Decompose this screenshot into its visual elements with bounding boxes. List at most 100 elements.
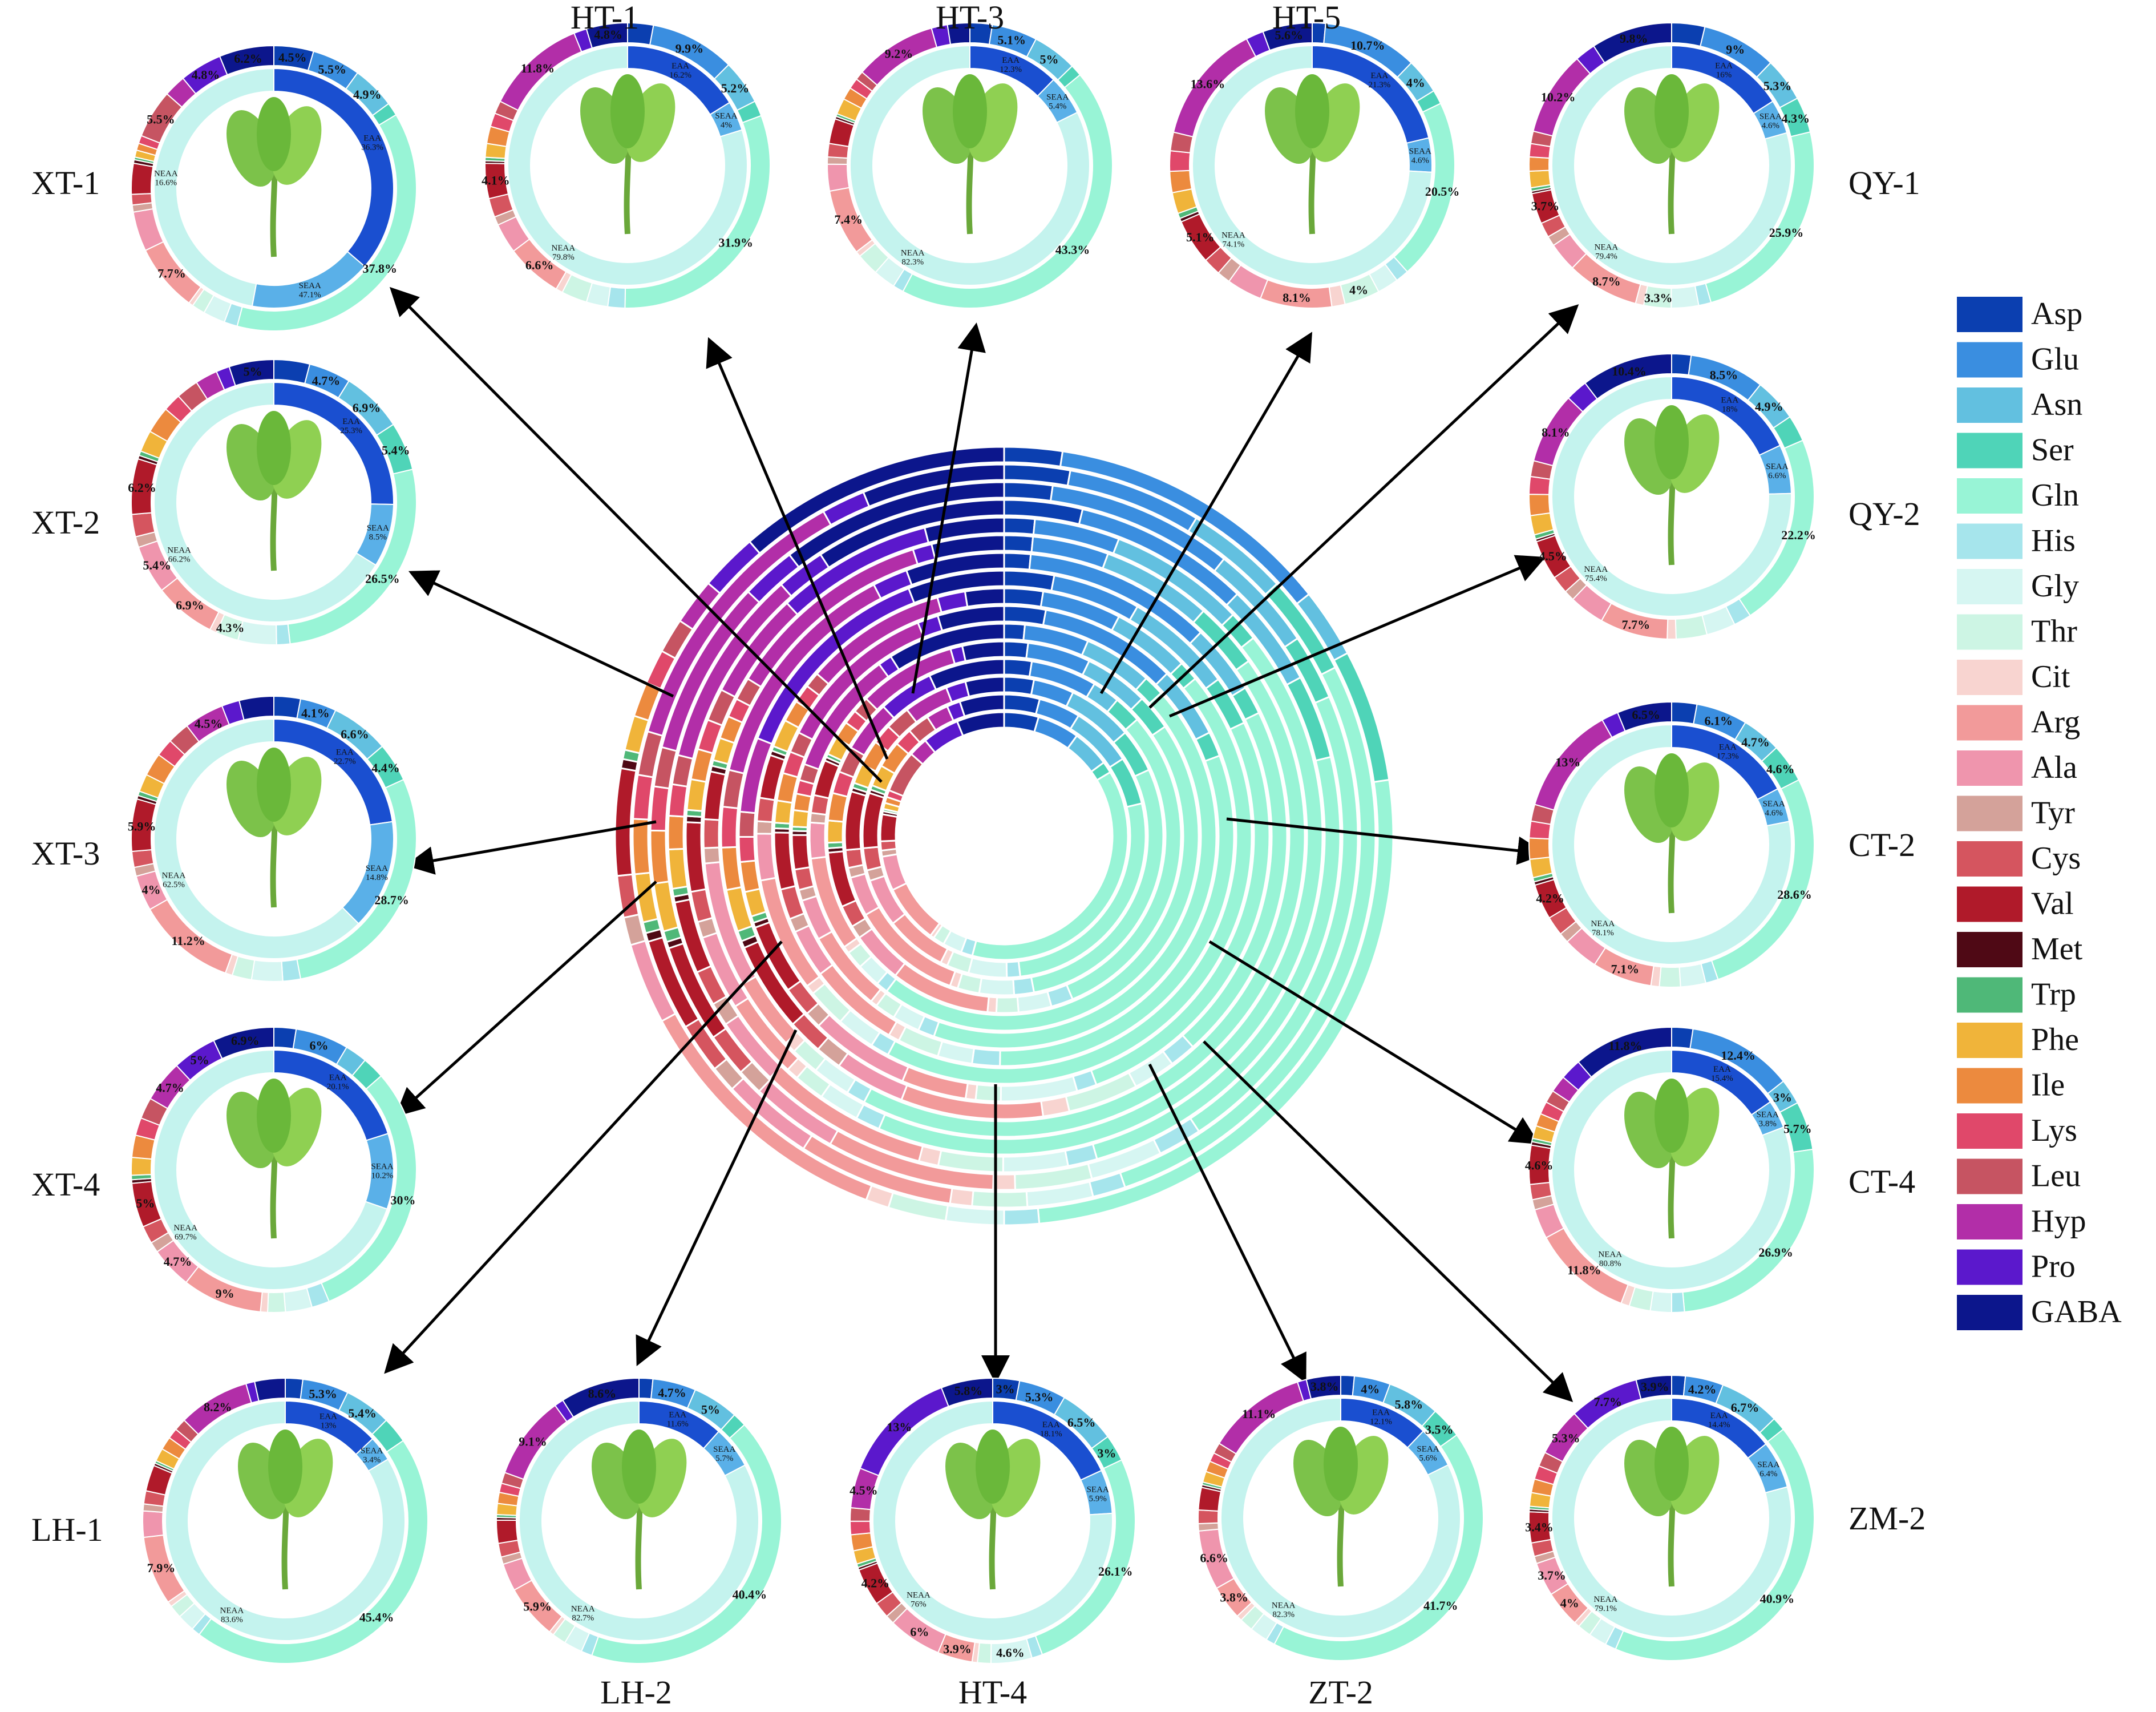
inner-segment-neaa	[1220, 1397, 1461, 1638]
inner-category-label: EAA 14.4%	[1708, 1411, 1730, 1430]
outer-percent-label: 3.9%	[1641, 1379, 1669, 1394]
center-ring-segment-qy-1-gaba	[819, 499, 1005, 569]
sample-name-label: CT-4	[1848, 1163, 1915, 1200]
legend-label-cys: Cys	[2031, 841, 2081, 876]
center-ring-segment-lh-2-phe	[791, 809, 810, 829]
center-ring-segment-ht-3-ala	[755, 833, 777, 882]
outer-percent-label: 5%	[136, 1196, 155, 1210]
legend: Asp Glu Asn Ser Gln His Gly Thr Cit Arg Ala Tyr Cys V…	[1957, 296, 2122, 1330]
legend-swatch-val	[1957, 886, 2022, 922]
outer-percent-label: 5%	[191, 1053, 209, 1067]
outer-percent-label: 43.3%	[1055, 243, 1090, 257]
inner-segment-neaa	[850, 45, 1090, 286]
center-ring-segment-ht-3-tyr	[755, 820, 774, 835]
outer-percent-label: 4.3%	[216, 621, 245, 635]
arrow-to-lh-1	[384, 940, 783, 1374]
center-ring-segment-lh-1-asp	[1003, 640, 1029, 660]
outer-percent-label: 6.6%	[341, 727, 369, 741]
center-ring-segment-ct-2-gaba	[862, 463, 1005, 508]
center-ring-segment-xt-2-asp	[1003, 693, 1041, 715]
inner-category-label: EAA 36.3%	[361, 134, 383, 152]
inner-category-label: NEAA 75.4%	[1584, 565, 1608, 583]
sample-name-label: ZT-2	[1308, 1674, 1373, 1711]
center-ring-segment-xt-3-asp	[1003, 676, 1035, 696]
center-ring-segment-xt-2-his	[1005, 960, 1022, 979]
inner-segment-neaa	[1551, 1397, 1792, 1638]
inner-category-label: EAA 18.1%	[1040, 1420, 1062, 1439]
legend-label-trp: Trp	[2031, 977, 2076, 1012]
sample-name-label: LH-2	[600, 1674, 672, 1711]
center-ring-segment-ht-5-lys	[720, 805, 739, 849]
arrow-to-ct-2	[1226, 817, 1546, 865]
outer-percent-label: 4.6%	[1766, 762, 1795, 776]
inner-category-label: SEAA 4.6%	[1759, 112, 1782, 130]
outer-percent-label: 9%	[216, 1286, 234, 1301]
outer-percent-label: 3.7%	[1531, 199, 1560, 213]
center-ring-segment-qy-2-lys	[649, 785, 670, 832]
inner-category-label: SEAA 5.6%	[1417, 1444, 1439, 1463]
arrow-to-lh-2	[636, 1029, 798, 1367]
outer-percent-label: 4.6%	[996, 1645, 1025, 1659]
center-ring-segment-qy-2-ile	[649, 829, 670, 885]
center-ring-segment-ct-4-asp	[1003, 446, 1064, 468]
arrow-to-ct-4	[1208, 940, 1540, 1145]
plant-image	[945, 1430, 1041, 1590]
outer-percent-label: 30%	[391, 1193, 416, 1207]
legend-swatch-gln	[1957, 478, 2022, 514]
outer-percent-label: 5.8%	[954, 1383, 983, 1398]
donut-zt-2: 4% 5.8%3.5% 41.7% 3.8% 6.6% 11.1% 3.8% EAA 12.1%…	[1198, 1374, 1484, 1711]
inner-segment-neaa	[153, 718, 359, 959]
outer-percent-label: 4.7%	[156, 1080, 184, 1095]
outer-percent-label: 4.2%	[1688, 1382, 1717, 1396]
outer-segment-gly	[250, 959, 284, 982]
center-ring-segment-ht-3-gaba	[964, 587, 1005, 608]
outer-segment-ile	[1528, 494, 1551, 516]
donut-ht-5: 10.7% 4% 20.5% 4% 8.1% 5.1% 13.6% 5.6% EAA 21.3% S…	[1169, 0, 1459, 309]
donut-ct-4: 12.4% 3% 5.7% 26.9% 11.8% 4.6% 11.8% EAA 15.4% SE…	[1525, 1026, 1915, 1314]
outer-percent-label: 4.5%	[278, 50, 307, 64]
legend-swatch-trp	[1957, 977, 2022, 1013]
outer-segment-asp	[273, 358, 311, 385]
outer-segment-gly	[1678, 963, 1707, 988]
outer-percent-label: 7.1%	[1611, 962, 1640, 976]
center-ring-segment-xt-1-cys	[879, 839, 897, 852]
outer-percent-label: 5%	[1040, 53, 1059, 67]
sample-name-label: HT-1	[571, 0, 639, 36]
outer-segment-asp	[1671, 22, 1706, 47]
arrow-to-zm-2	[1203, 1040, 1573, 1402]
outer-segment-thr	[1659, 966, 1681, 988]
outer-segment-asp	[1671, 1026, 1694, 1049]
outer-segment-asp	[1671, 353, 1692, 376]
outer-percent-label: 9%	[1726, 42, 1745, 56]
outer-segment-asp	[273, 695, 302, 720]
outer-percent-label: 4.9%	[1755, 399, 1783, 414]
outer-segment-phe	[131, 1156, 152, 1176]
outer-percent-label: 5.3%	[1552, 1431, 1580, 1445]
outer-percent-label: 6.5%	[1632, 708, 1660, 722]
outer-percent-label: 8.6%	[588, 1387, 617, 1401]
outer-segment-gaba	[238, 695, 274, 721]
legend-swatch-asp	[1957, 297, 2022, 332]
legend-swatch-thr	[1957, 614, 2022, 650]
outer-percent-label: 6.2%	[128, 481, 156, 495]
outer-percent-label: 11.2%	[172, 934, 205, 948]
center-ring-segment-qy-1-lys	[668, 783, 689, 818]
outer-percent-label: 3.9%	[943, 1642, 972, 1656]
plant-image	[1624, 753, 1720, 914]
outer-segment-gaba	[253, 1377, 286, 1402]
inner-category-label: SEAA 10.2%	[371, 1162, 393, 1180]
inner-category-label: SEAA 8.5%	[367, 524, 389, 542]
outer-percent-label: 11.8%	[1567, 1263, 1601, 1277]
outer-percent-label: 5.6%	[1275, 28, 1303, 42]
legend-swatch-cys	[1957, 841, 2022, 877]
legend-swatch-asn	[1957, 387, 2022, 423]
inner-category-label: SEAA 6.6%	[1766, 462, 1788, 481]
outer-percent-label: 10.4%	[1612, 364, 1647, 378]
outer-segment-gaba	[1584, 353, 1672, 400]
legend-swatch-glu	[1957, 342, 2022, 378]
outer-percent-label: 4%	[1349, 283, 1368, 297]
outer-segment-ala	[142, 1510, 164, 1539]
donut-xt-3: 4.1% 6.6% 4.4% 28.7% 11.2% 4% 5.9% 4.5% EAA 22.7%…	[31, 695, 417, 982]
outer-percent-label: 4.1%	[301, 706, 330, 720]
legend-label-gln: Gln	[2031, 478, 2079, 513]
